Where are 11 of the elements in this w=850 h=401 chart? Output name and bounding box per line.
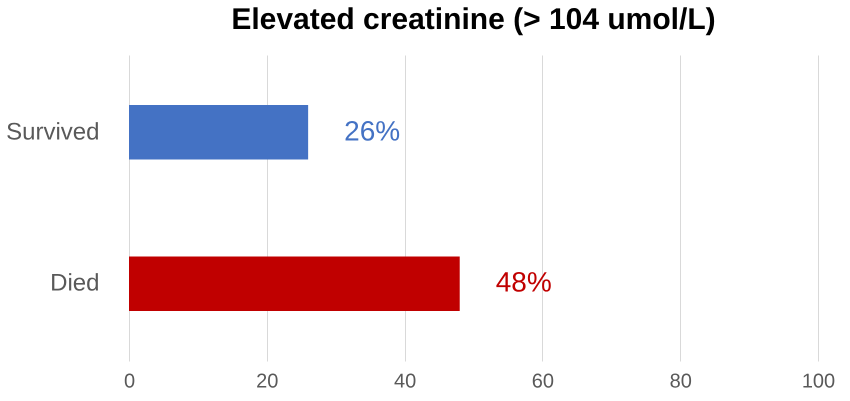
chart-title: Elevated creatinine (> 104 umol/L) (231, 3, 716, 36)
x-tick-label: 80 (670, 370, 692, 392)
x-tick-label: 20 (256, 370, 278, 392)
y-tick-label: Died (50, 270, 100, 297)
data-label: 26% (344, 115, 400, 146)
y-tick-label: Survived (6, 118, 100, 146)
x-tick-label: 0 (124, 370, 136, 392)
x-tick-label: 100 (802, 370, 836, 392)
data-label: 48% (496, 266, 552, 298)
x-tick-label: 40 (394, 370, 416, 392)
x-tick-label: 60 (532, 370, 554, 392)
